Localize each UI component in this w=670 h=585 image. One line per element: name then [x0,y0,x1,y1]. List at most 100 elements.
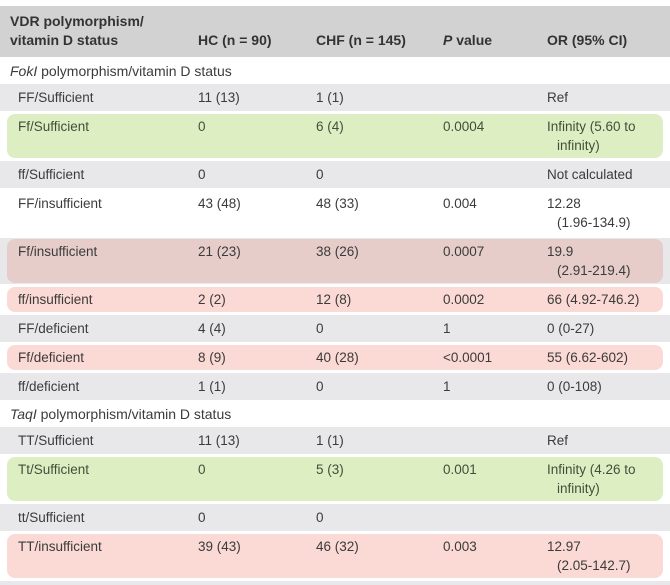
cell-hc-count: 43 (48) [198,196,241,211]
cell-chf-count: 6 (4) [316,119,344,134]
cell-genotype-status: ff/insufficient [18,292,93,307]
cell-p-value: 0.0007 [443,244,485,259]
cell-or-ci: 66 (4.92-746.2) [547,292,640,307]
cell-chf-count: 0 [316,379,324,394]
table-header: VDR polymorphism/ vitamin D status HC (n… [0,6,670,57]
cell-or-ci: 55 (6.62-602) [547,350,629,365]
cell-or-ci: 0 (0-108) [547,379,602,394]
row-highlight [7,287,663,312]
cell-genotype-status: TT/insufficient [18,539,102,554]
cell-genotype-status: Ff/insufficient [18,244,98,259]
table-row: TT/insufficient 39 (43) 46 (32) 0.003 12… [0,533,670,579]
cell-or-ci: Infinity (5.60 to infinity) [547,119,636,153]
cell-chf-count: 5 (3) [316,462,344,477]
table-row: ff/Sufficient 0 0 Not calculated [0,161,670,188]
cell-hc-count: 39 (43) [198,539,241,554]
cell-or-ci: Infinity (4.26 to infinity) [547,462,636,496]
cell-p-value: 0.003 [443,539,477,554]
cell-or-ci: 12.97 (2.05-142.7) [547,539,631,573]
row-highlight [7,457,663,501]
row-cells: FF/deficient 4 (4) 0 1 0 (0-27) [0,315,670,342]
cell-chf-count: 0 [316,167,324,182]
row-highlight [7,239,663,283]
cell-hc-count: 4 (4) [198,321,226,336]
section-enzyme-name: FokI [10,63,38,79]
cell-or-ci: Not calculated [547,167,633,182]
cell-hc-count: 21 (23) [198,244,241,259]
cell-p-value: 0.004 [443,196,477,211]
section-enzyme-name: TaqI [10,406,37,422]
cell-genotype-status: Ff/Sufficient [18,119,90,134]
cell-hc-count: 2 (2) [198,292,226,307]
cell-genotype-status: Ff/deficient [18,350,85,365]
row-cells: FF/Sufficient 11 (13) 1 (1) Ref [0,84,670,111]
cell-genotype-status: FF/deficient [18,321,89,336]
row-cells: ff/deficient 1 (1) 0 1 0 (0-108) [0,373,670,400]
cell-chf-count: 1 (1) [316,433,344,448]
column-header-p-value: P value [443,31,547,50]
cell-genotype-status: FF/Sufficient [18,90,94,105]
cell-hc-count: 0 [198,119,206,134]
cell-chf-count: 48 (33) [316,196,359,211]
table-row-partial [0,581,670,585]
table-row: Ff/insufficient 21 (23) 38 (26) 0.0007 1… [0,238,670,284]
column-header-chf: CHF (n = 145) [316,32,406,48]
cell-chf-count: 46 (32) [316,539,359,554]
cell-genotype-status: ff/deficient [18,379,80,394]
row-cells: TT/insufficient 39 (43) 46 (32) 0.003 12… [0,533,670,579]
row-highlight [7,345,663,370]
column-header-polymorphism-line1: VDR polymorphism/ [10,13,144,29]
table-row: FF/insufficient 43 (48) 48 (33) 0.004 12… [0,190,670,236]
row-highlight [7,534,663,578]
table-row: tt/Sufficient 0 0 [0,504,670,531]
column-header-polymorphism: VDR polymorphism/ vitamin D status [0,12,198,50]
section-header: TaqI polymorphism/vitamin D status [0,402,670,427]
row-cells: Ff/Sufficient 0 6 (4) 0.0004 Infinity (5… [0,113,670,159]
row-cells: tt/Sufficient 0 0 [0,504,670,531]
column-header-p-rest: value [452,32,493,48]
cell-p-value: 0.0002 [443,292,485,307]
table-body: FokI polymorphism/vitamin D status FF/Su… [0,59,670,579]
cell-chf-count: 40 (28) [316,350,359,365]
row-cells: Tt/Sufficient 0 5 (3) 0.001 Infinity (4.… [0,456,670,502]
table-row: Ff/Sufficient 0 6 (4) 0.0004 Infinity (5… [0,113,670,159]
cell-hc-count: 1 (1) [198,379,226,394]
cell-p-value: 0.001 [443,462,477,477]
cell-p-value: 1 [443,321,451,336]
section-title-rest: polymorphism/vitamin D status [37,63,232,79]
cell-hc-count: 8 (9) [198,350,226,365]
table-row: Tt/Sufficient 0 5 (3) 0.001 Infinity (4.… [0,456,670,502]
cell-or-ci: 19.9 (2.91-219.4) [547,244,631,278]
table-row: FF/Sufficient 11 (13) 1 (1) Ref [0,84,670,111]
column-header-p-italic: P [443,32,453,48]
cell-chf-count: 1 (1) [316,90,344,105]
cell-genotype-status: FF/insufficient [18,196,102,211]
column-header-hc: HC (n = 90) [198,32,272,48]
row-cells: ff/Sufficient 0 0 Not calculated [0,161,670,188]
column-header-or: OR (95% CI) [547,32,628,48]
table-row: TT/Sufficient 11 (13) 1 (1) Ref [0,427,670,454]
cell-chf-count: 0 [316,510,324,525]
column-header-polymorphism-line2: vitamin D status [10,32,119,48]
row-cells: Ff/insufficient 21 (23) 38 (26) 0.0007 1… [0,238,670,284]
table-row: FF/deficient 4 (4) 0 1 0 (0-27) [0,315,670,342]
row-cells: ff/insufficient 2 (2) 12 (8) 0.0002 66 (… [0,286,670,313]
cell-or-ci: Ref [547,90,569,105]
cell-hc-count: 11 (13) [198,433,240,448]
cell-hc-count: 11 (13) [198,90,240,105]
cell-chf-count: 12 (8) [316,292,352,307]
cell-or-ci: Ref [547,433,569,448]
section-header: FokI polymorphism/vitamin D status [0,59,670,84]
row-cells: TT/Sufficient 11 (13) 1 (1) Ref [0,427,670,454]
cell-hc-count: 0 [198,510,206,525]
cell-p-value: 1 [443,379,451,394]
cell-or-ci: 12.28 (1.96-134.9) [547,196,631,230]
cell-hc-count: 0 [198,462,206,477]
cell-genotype-status: TT/Sufficient [18,433,94,448]
cell-or-ci: 0 (0-27) [547,321,595,336]
cell-chf-count: 38 (26) [316,244,359,259]
cell-p-value: <0.0001 [443,350,493,365]
cell-chf-count: 0 [316,321,324,336]
table-row: Ff/deficient 8 (9) 40 (28) <0.0001 55 (6… [0,344,670,371]
